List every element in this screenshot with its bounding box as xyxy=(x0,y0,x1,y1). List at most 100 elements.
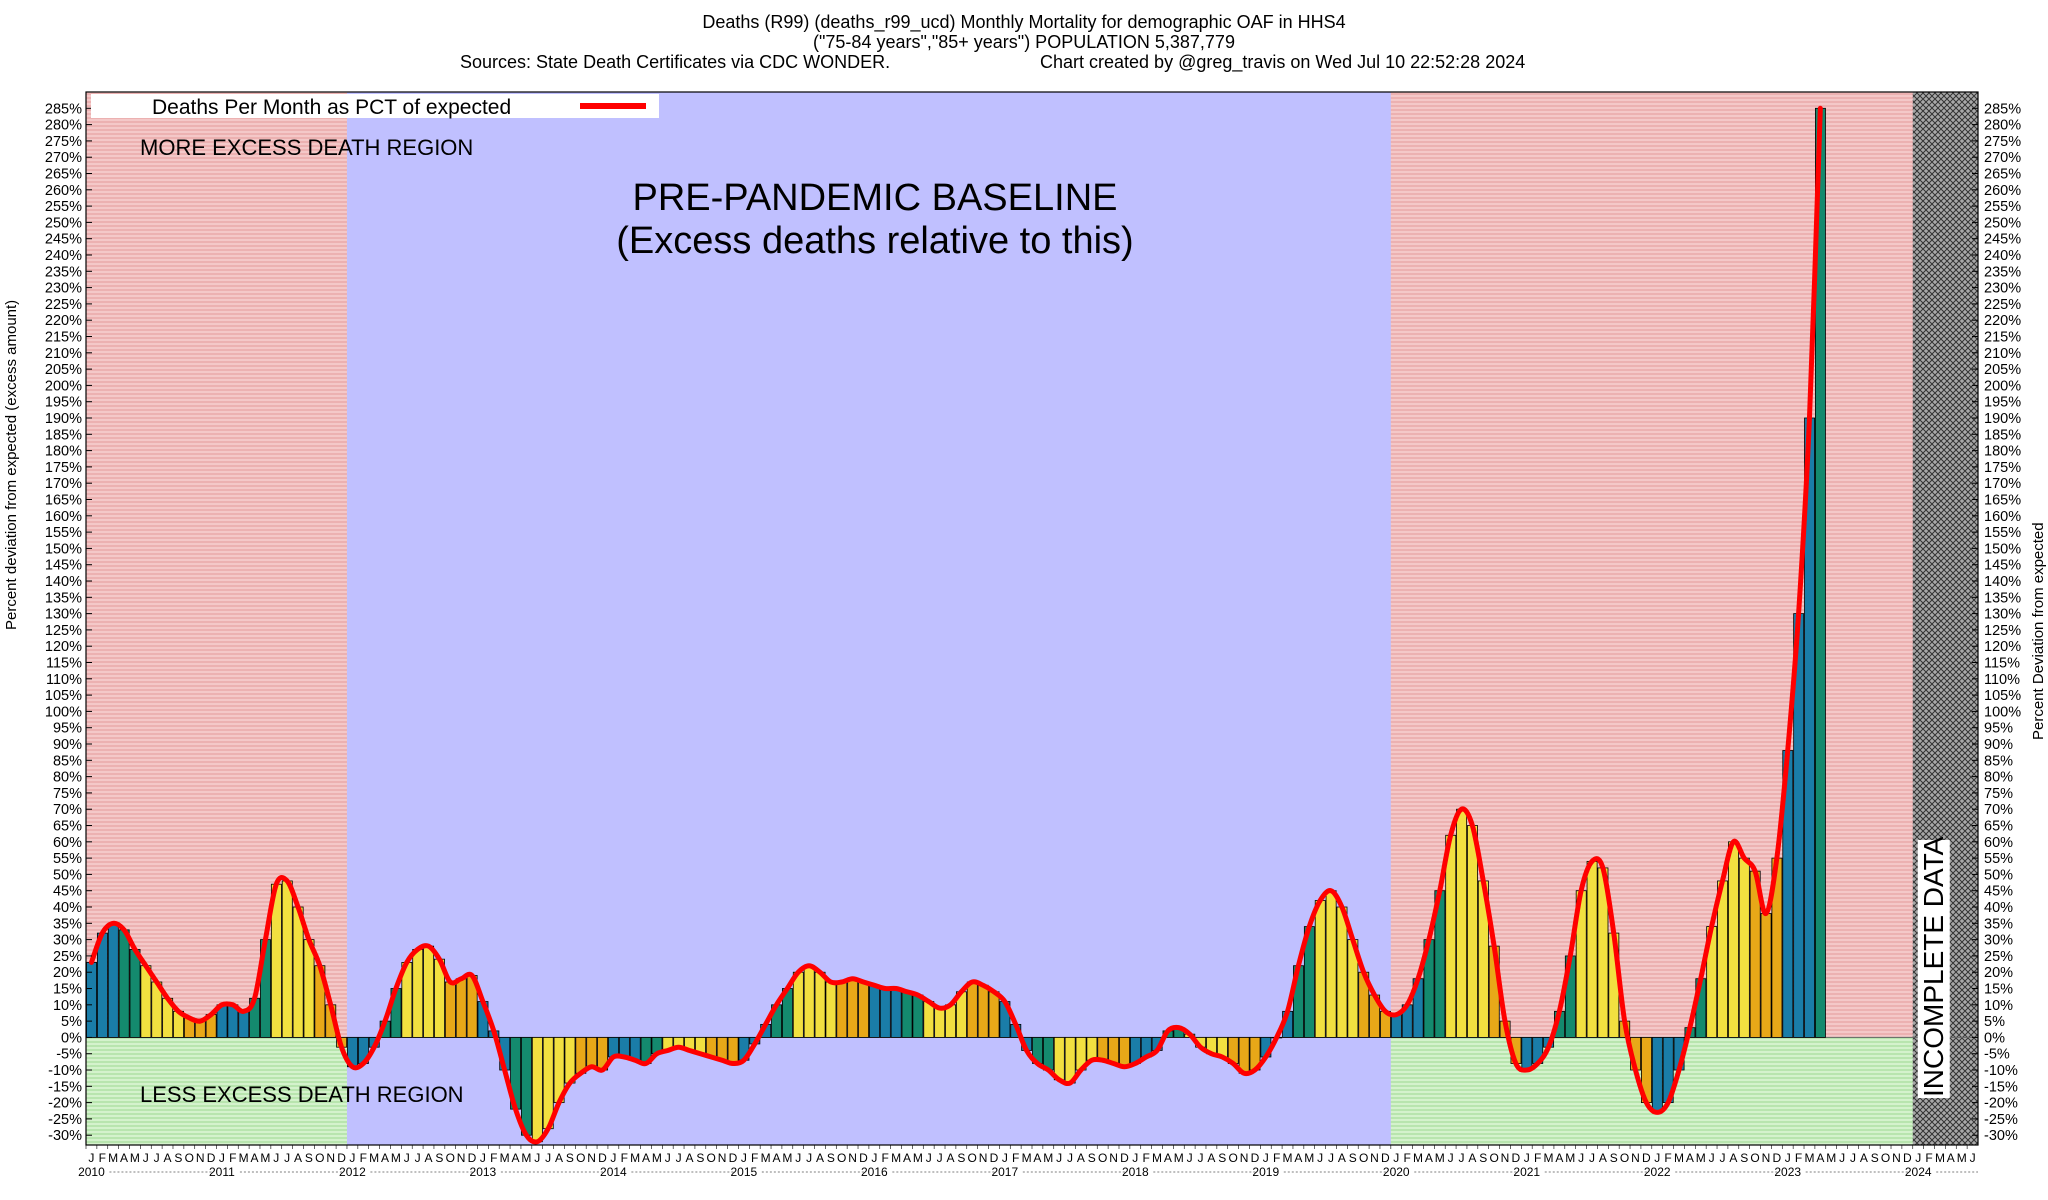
x-month-label: M xyxy=(1174,1151,1184,1165)
x-month-label: M xyxy=(391,1151,401,1165)
y-tick-label-left: 60% xyxy=(53,835,82,851)
x-month-label: A xyxy=(946,1151,954,1165)
x-month-label: A xyxy=(1338,1151,1346,1165)
x-month-label: N xyxy=(1370,1151,1379,1165)
baseline-region xyxy=(346,92,1391,1145)
y-tick-label-right: 135% xyxy=(1984,590,2021,606)
x-month-label: J xyxy=(1056,1151,1062,1165)
x-month-label: F xyxy=(882,1151,889,1165)
x-month-label: S xyxy=(1740,1151,1748,1165)
x-month-label: A xyxy=(164,1151,172,1165)
x-month-label: D xyxy=(1512,1151,1521,1165)
x-month-label: D xyxy=(1251,1151,1260,1165)
y-tick-label-left: 55% xyxy=(53,851,82,867)
bar xyxy=(1097,1037,1109,1061)
y-tick-label-right: 25% xyxy=(1984,949,2013,965)
x-month-label: D xyxy=(1903,1151,1912,1165)
bar xyxy=(1314,900,1326,1038)
y-tick-label-left: 215% xyxy=(45,330,82,346)
x-month-label: J xyxy=(1459,1151,1465,1165)
x-month-label: F xyxy=(621,1151,628,1165)
x-month-label: F xyxy=(1012,1151,1019,1165)
x-month-label: J xyxy=(1317,1151,1323,1165)
x-month-label: A xyxy=(1164,1151,1172,1165)
y-tick-label-left: -15% xyxy=(48,1079,82,1095)
y-tick-label-right: 10% xyxy=(1984,998,2013,1014)
x-year-label: 2017 xyxy=(991,1165,1018,1179)
x-month-label: M xyxy=(1935,1151,1945,1165)
y-tick-label-right: 190% xyxy=(1984,411,2021,427)
x-month-label: J xyxy=(1132,1151,1138,1165)
chart-credit: Chart created by @greg_travis on Wed Jul… xyxy=(1040,52,1526,72)
bar xyxy=(281,880,293,1038)
y-tick-label-left: -30% xyxy=(48,1128,82,1144)
x-month-label: M xyxy=(1022,1151,1032,1165)
x-month-label: O xyxy=(315,1151,324,1165)
y-tick-label-left: 0% xyxy=(61,1030,82,1046)
y-tick-label-right: 210% xyxy=(1984,346,2021,362)
y-tick-label-left: 120% xyxy=(45,639,82,655)
bar xyxy=(292,906,304,1038)
bar xyxy=(1467,825,1478,1038)
y-tick-label-right: 285% xyxy=(1984,101,2021,117)
x-month-label: S xyxy=(305,1151,313,1165)
x-month-label: N xyxy=(1631,1151,1640,1165)
x-month-label: M xyxy=(130,1151,140,1165)
y-tick-label-left: 270% xyxy=(45,150,82,166)
x-month-label: M xyxy=(1152,1151,1162,1165)
bar xyxy=(531,1037,543,1143)
x-month-label: J xyxy=(1067,1151,1073,1165)
y-tick-label-right: 45% xyxy=(1984,884,2013,900)
x-month-label: M xyxy=(1304,1151,1314,1165)
x-month-label: M xyxy=(1957,1151,1967,1165)
y-tick-label-right: -10% xyxy=(1984,1063,2018,1079)
x-month-label: O xyxy=(1750,1151,1759,1165)
chart-subtitle: ("75-84 years","85+ years") POPULATION 5… xyxy=(813,32,1235,52)
y-tick-label-right: 75% xyxy=(1984,786,2013,802)
x-month-label: J xyxy=(1915,1151,1921,1165)
x-month-label: M xyxy=(1283,1151,1293,1165)
y-tick-label-right: 250% xyxy=(1984,215,2021,231)
legend-box xyxy=(91,94,659,118)
x-month-label: N xyxy=(1892,1151,1901,1165)
y-tick-label-left: 25% xyxy=(53,949,82,965)
y-tick-label-left: 30% xyxy=(53,933,82,949)
y-tick-label-left: 155% xyxy=(45,525,82,541)
y-tick-label-right: 80% xyxy=(1984,770,2013,786)
x-month-label: J xyxy=(219,1151,225,1165)
x-month-label: J xyxy=(1839,1151,1845,1165)
x-month-label: J xyxy=(1328,1151,1334,1165)
y-tick-label-right: 140% xyxy=(1984,574,2021,590)
x-month-label: A xyxy=(1425,1151,1433,1165)
x-month-label: J xyxy=(1187,1151,1193,1165)
x-month-label: J xyxy=(534,1151,540,1165)
x-month-label: A xyxy=(642,1151,650,1165)
x-month-label: F xyxy=(490,1151,497,1165)
x-month-label: J xyxy=(937,1151,943,1165)
bar xyxy=(1042,1037,1054,1071)
x-year-label: 2012 xyxy=(339,1165,366,1179)
x-month-label: J xyxy=(1524,1151,1530,1165)
x-month-label: J xyxy=(926,1151,932,1165)
bar xyxy=(879,988,891,1038)
y-tick-label-right: 20% xyxy=(1984,965,2013,981)
x-month-label: F xyxy=(1143,1151,1150,1165)
x-month-label: O xyxy=(1881,1151,1890,1165)
y-tick-label-left: 240% xyxy=(45,248,82,264)
x-month-label: A xyxy=(1599,1151,1607,1165)
x-month-label: A xyxy=(1686,1151,1694,1165)
x-month-label: N xyxy=(1240,1151,1249,1165)
x-month-label: J xyxy=(1709,1151,1715,1165)
x-month-label: A xyxy=(1294,1151,1302,1165)
y-tick-label-right: 120% xyxy=(1984,639,2021,655)
bar xyxy=(825,981,837,1038)
y-tick-label-left: 160% xyxy=(45,509,82,525)
bar xyxy=(455,978,467,1038)
y-tick-label-left: 85% xyxy=(53,753,82,769)
x-month-label: D xyxy=(1642,1151,1651,1165)
y-tick-label-left: 35% xyxy=(53,916,82,932)
y-tick-label-right: 200% xyxy=(1984,378,2021,394)
y-tick-label-right: 145% xyxy=(1984,558,2021,574)
x-month-label: M xyxy=(521,1151,531,1165)
y-tick-label-right: 275% xyxy=(1984,134,2021,150)
